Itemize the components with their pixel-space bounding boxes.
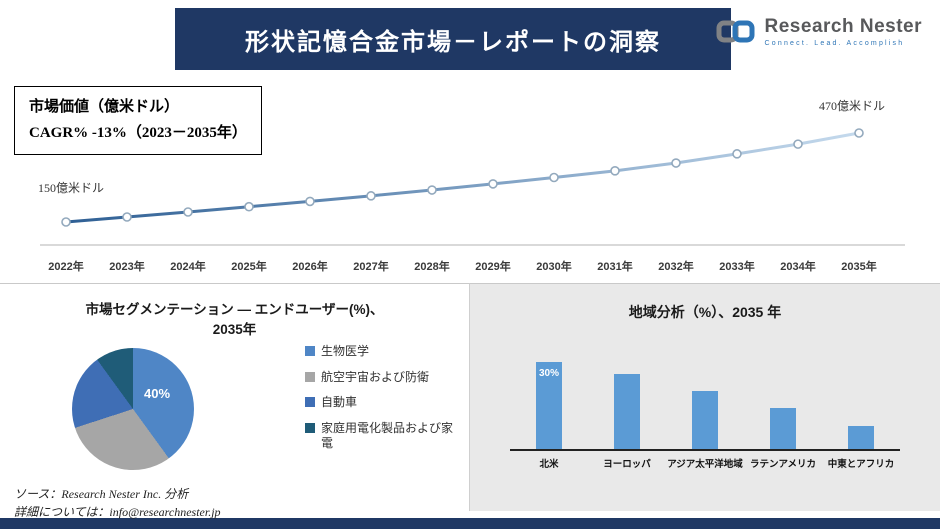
cagr-label: CAGR% -13%（2023－2035年） (29, 124, 247, 141)
legend-label: 生物医学 (321, 344, 370, 358)
legend-marker-icon (305, 371, 315, 382)
bar-value-label: 30% (538, 368, 559, 379)
bottom-accent-bar (0, 518, 940, 529)
x-axis-label: 2022年 (48, 261, 84, 273)
line-marker (366, 191, 376, 201)
market-value-line-chart (40, 128, 905, 246)
legend-marker-icon (305, 397, 315, 408)
logo-text: Research Nester Connect. Lead. Accomplis… (765, 16, 922, 47)
line-series (65, 131, 860, 224)
bar-chart-title: 地域分析（%）、2035 年 (628, 304, 782, 320)
x-axis-label: 2024年 (170, 261, 206, 273)
x-axis-label: 2023年 (109, 261, 145, 273)
x-axis-label: 2028年 (414, 261, 450, 273)
x-axis-label: 2032年 (658, 261, 694, 273)
line-marker (305, 196, 315, 207)
bar (848, 425, 874, 449)
bar-category-label: 北米 (539, 459, 559, 470)
bar-category-label: ヨーロッパ (603, 459, 651, 470)
line-marker (671, 158, 681, 168)
research-nester-logo: Research Nester Connect. Lead. Accomplis… (715, 16, 922, 47)
line-markers (61, 128, 864, 227)
line-marker (427, 185, 437, 195)
line-start-value: 150億米ドル (38, 181, 105, 195)
market-value-box: 市場価値（億米ドル） CAGR% -13%（2023－2035年） (14, 86, 262, 155)
line-marker (488, 179, 498, 189)
page-title: 形状記憶合金市場－レポートの洞察 (245, 29, 661, 56)
legend-item: 家庭用電化製品および家電 (305, 421, 455, 452)
x-axis-label: 2031年 (597, 261, 633, 273)
source-line: ソース：Research Nester Inc. 分析 (14, 487, 189, 501)
source-note: ソース：Research Nester Inc. 分析 詳細については：info… (14, 485, 221, 521)
region-bar-chart: 30% (510, 347, 900, 451)
line-marker (244, 201, 254, 212)
x-axis-label: 2034年 (780, 261, 816, 273)
x-axis-label: 2025年 (231, 261, 267, 273)
x-axis-label: 2033年 (719, 261, 755, 273)
line-x-axis-labels: 2022年 2023年 2024年 2025年 2026年 2027年 2028年 2029年… (0, 258, 940, 274)
x-axis-label: 2030年 (536, 261, 572, 273)
line-end-value: 470億米ドル (818, 99, 885, 113)
line-marker (854, 128, 864, 138)
legend-item: 航空宇宙および防衛 (305, 370, 455, 386)
x-axis-label: 2027年 (353, 261, 389, 273)
legend-label: 家庭用電化製品および家電 (321, 420, 454, 451)
x-axis-label: 2035年 (841, 261, 877, 273)
pie-chart-title: 市場セグメンテーション ― エンドユーザー(%)、 2035年 (0, 300, 469, 341)
legend-marker-icon (305, 346, 315, 356)
bar-section: 地域分析（%）、2035 年 30% 北米 ヨーロッパ アジア太平洋地域 ラテンアメリ… (469, 283, 940, 511)
line-marker (549, 172, 559, 183)
bar-x-axis-labels: 北米 ヨーロッパ アジア太平洋地域 ラテンアメリカ 中東とアフリカ (510, 456, 900, 472)
pie-legend: 生物医学航空宇宙および防衛 自動車家庭用電化製品および家電 (305, 344, 455, 452)
legend-marker-icon (305, 422, 315, 433)
bar-category-label: 中東とアフリカ (827, 459, 895, 470)
legend-label: 航空宇宙および防衛 (321, 369, 430, 384)
line-marker (122, 212, 132, 222)
x-axis-label: 2029年 (475, 261, 511, 273)
logo-tagline: Connect. Lead. Accomplish (764, 40, 905, 47)
line-marker (61, 217, 71, 227)
legend-item: 自動車 (305, 395, 455, 411)
pie-title-line1: 市場セグメンテーション ― エンドユーザー(%)、 (85, 302, 384, 317)
market-value-label: 市場価値（億米ドル） (29, 99, 180, 115)
bar (770, 408, 796, 449)
bar (692, 391, 718, 449)
logo-icon (716, 20, 755, 42)
bar: 30% (536, 362, 562, 449)
x-axis-label: 2026年 (292, 261, 328, 273)
logo-name: Research Nester (764, 16, 922, 37)
pie-title-line2: 2035年 (212, 322, 257, 338)
end-user-pie-chart: 40% (72, 348, 194, 470)
line-marker (732, 149, 742, 159)
bar-category-label: ラテンアメリカ (749, 459, 817, 470)
bar-category-label: アジア太平洋地域 (667, 459, 743, 470)
pie-section: 市場セグメンテーション ― エンドユーザー(%)、 2035年 40% 生物医学… (0, 283, 469, 512)
bar (614, 373, 640, 449)
pie-slice-label: 40% (144, 386, 171, 401)
line-marker (610, 166, 620, 176)
line-marker (793, 139, 803, 149)
details-line: 詳細については：info@researchnester.jp (14, 505, 221, 519)
legend-label: 自動車 (321, 395, 358, 410)
legend-item: 生物医学 (305, 344, 455, 360)
line-marker (183, 207, 193, 217)
title-banner: 形状記憶合金市場－レポートの洞察 (175, 8, 731, 70)
